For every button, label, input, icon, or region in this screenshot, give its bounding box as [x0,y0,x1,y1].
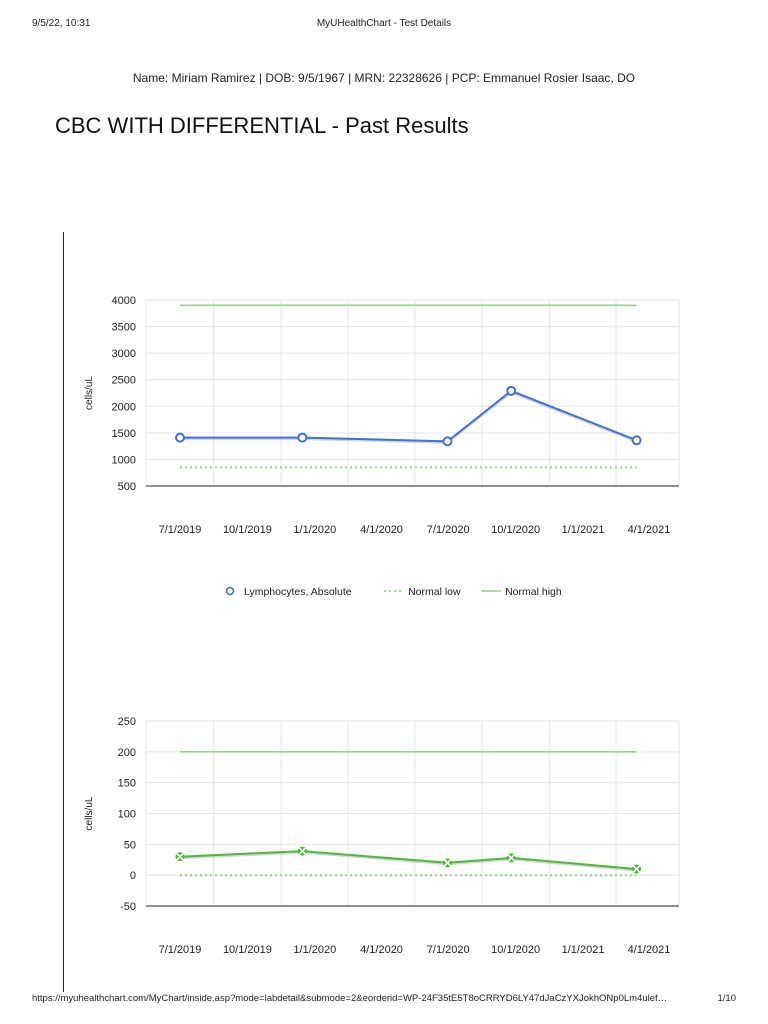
x-tick-label: 10/1/2020 [491,524,540,536]
data-point-x-icon [443,859,452,867]
data-point-x-icon [507,854,515,862]
y-tick-label: 1000 [112,454,136,466]
y-tick-label: 1500 [112,428,136,440]
data-point [631,435,642,446]
data-point [506,385,517,396]
x-tick-label: 7/1/2020 [427,944,470,956]
legend-label: Normal low [408,586,461,598]
y-tick-label: 500 [118,481,136,493]
print-datetime: 9/5/22, 10:31 [32,18,91,29]
data-point-x-icon [632,865,641,873]
series-shadow [180,391,637,444]
data-point [506,853,516,863]
x-tick-label: 7/1/2020 [427,524,470,536]
data-point [297,432,308,443]
data-point-x-icon [176,853,184,861]
y-tick-label: 50 [124,839,136,851]
left-border-rule [63,232,64,992]
print-footer-url: https://myuhealthchart.com/MyChart/insid… [32,993,668,1004]
data-point [632,864,642,874]
x-tick-label: 10/1/2019 [223,524,272,536]
legend-lymphocytes-icon [225,586,235,596]
x-tick-label: 7/1/2019 [159,524,202,536]
chart-2-svg: -50 0 50 100 150 200 250 7/1/2019 10/1/2019 1/1/2… [84,716,680,956]
x-tick-label: 1/1/2021 [562,944,605,956]
y-tick-label: 100 [118,809,136,821]
x-tick-label: 7/1/2019 [159,944,202,956]
patient-info-line: Name: Miriam Ramirez | DOB: 9/5/1967 | M… [132,71,636,85]
series-line [179,850,637,870]
x-tick-label: 4/1/2020 [360,524,403,536]
data-point-x-icon [298,847,306,855]
x-tick-label: 4/1/2020 [360,944,403,956]
chart-1-svg: 500 1000 1500 2000 2500 3000 3500 4000 7/1/2019 1… [84,295,680,598]
legend-label: Lymphocytes, Absolute [244,586,352,598]
page-title: CBC WITH DIFFERENTIAL - Past Results [55,113,469,138]
second-cell-count-chart: -50 0 50 100 150 200 250 7/1/2019 10/1/2019 1/1/2… [64,708,724,968]
y-tick-label: 2500 [112,375,136,387]
x-tick-label: 4/1/2021 [628,524,671,536]
data-point [175,852,185,862]
x-tick-label: 10/1/2020 [491,944,540,956]
y-tick-label: 150 [118,778,136,790]
y-tick-label: 2000 [112,401,136,413]
y-tick-label: 250 [118,716,136,728]
y-tick-label: 200 [118,747,136,759]
data-point [442,436,453,447]
print-footer-page: 1/10 [717,993,737,1004]
data-point [297,846,307,856]
data-point [442,858,452,868]
y-tick-label: 4000 [112,295,136,307]
y-axis-label: cells/uL [84,376,95,410]
y-tick-label: 0 [130,870,136,882]
data-point [175,432,185,443]
x-tick-label: 1/1/2020 [293,944,336,956]
print-doc-title: MyUHealthChart - Test Details [316,18,452,29]
x-tick-label: 4/1/2021 [628,944,671,956]
y-tick-label: 3000 [112,348,136,360]
y-tick-label: 3500 [112,322,136,334]
lymphocytes-absolute-chart: 500 1000 1500 2000 2500 3000 3500 4000 7/1/2019 1… [64,282,724,612]
series-line [180,389,637,443]
y-tick-label: -50 [120,901,136,913]
series-shadow [179,851,637,872]
y-axis-label: cells/uL [84,796,95,830]
x-tick-label: 1/1/2021 [562,524,605,536]
x-tick-label: 10/1/2019 [223,944,272,956]
legend-label: Normal high [505,586,562,598]
x-tick-label: 1/1/2020 [293,524,336,536]
